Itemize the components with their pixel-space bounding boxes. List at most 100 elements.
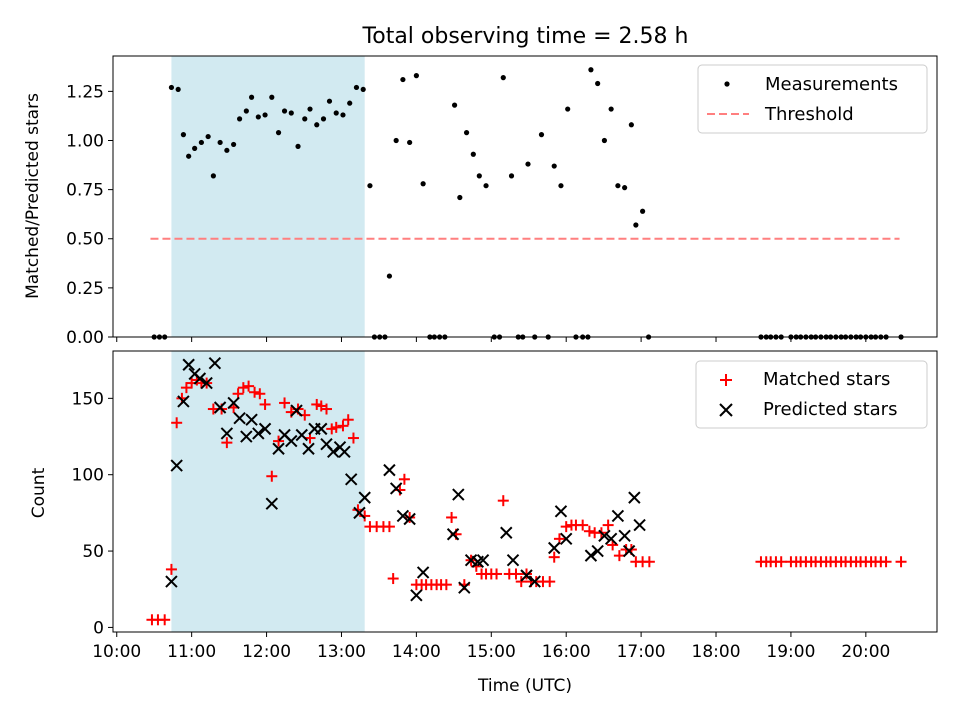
predicted-point: [338, 445, 351, 459]
chart-title: Total observing time = 2.58 h: [362, 24, 689, 49]
measurement-point: [360, 86, 366, 93]
measurement-point: [470, 151, 476, 157]
measurement-point: [231, 141, 237, 148]
matched-point: [337, 420, 349, 432]
measurement-point: [236, 116, 243, 122]
legend-predicted-marker: [719, 403, 733, 417]
y-tick-label: 50: [82, 542, 104, 562]
measurement-point: [393, 137, 399, 144]
predicted-point: [358, 491, 371, 504]
x-tick-label: 19:00: [766, 642, 815, 662]
matched-point: [895, 556, 907, 568]
legend-threshold-label: Threshold: [764, 104, 854, 125]
measurement-point: [168, 84, 175, 91]
matched-point: [165, 563, 177, 575]
measurement-point: [243, 108, 249, 114]
matched-point: [577, 519, 589, 531]
measurement-point: [281, 108, 288, 114]
predicted-point: [403, 512, 416, 526]
y-tick-label: 100: [72, 466, 104, 486]
matched-point: [159, 614, 171, 626]
predicted-point: [353, 506, 366, 520]
predicted-point: [302, 442, 315, 455]
predicted-point: [554, 505, 568, 518]
matched-point: [440, 579, 452, 591]
matched-point: [221, 437, 233, 449]
top-panel: 0.00 0.25 0.50 0.75 1.00 1.25 Matched/Predict…: [23, 55, 938, 348]
matched-point: [398, 473, 410, 485]
y-tick-label: 0.50: [66, 230, 104, 250]
measurement-point: [186, 153, 192, 159]
matched-point: [510, 568, 522, 580]
matched-point: [497, 495, 509, 507]
matched-point: [359, 510, 371, 522]
measurement-point: [314, 122, 320, 128]
measurement-point: [508, 173, 515, 179]
measurement-point: [192, 145, 198, 151]
bottom-legend-box: [695, 360, 928, 429]
predicted-point: [548, 541, 561, 555]
predicted-point: [177, 395, 190, 408]
measurement-point: [353, 84, 360, 91]
measurement-point: [255, 114, 261, 120]
measurement-point: [205, 133, 211, 140]
predicted-point: [622, 544, 636, 558]
bottom-y-ticks: 0 50 100 150: [72, 389, 113, 638]
predicted-point: [618, 529, 631, 542]
predicted-point: [628, 491, 641, 504]
measurement-point: [307, 106, 313, 112]
matched-point: [520, 568, 532, 580]
matched-point: [880, 556, 892, 568]
predicted-point: [598, 529, 611, 542]
matched-point: [613, 550, 625, 562]
matched-point: [548, 551, 560, 563]
y-tick-label: 0.75: [66, 181, 104, 201]
predicted-point: [611, 509, 625, 523]
predicted-point: [446, 528, 460, 541]
top-axes-frame: [112, 55, 938, 338]
measurement-point: [198, 139, 204, 146]
x-tick-label: 12:00: [242, 642, 291, 662]
measurement-point: [525, 161, 531, 167]
matched-point: [347, 432, 359, 444]
measurement-point: [275, 130, 282, 136]
matched-point: [515, 576, 527, 588]
predicted-point: [528, 575, 541, 588]
matched-point: [171, 417, 183, 429]
x-tick-label: 13:00: [317, 642, 366, 662]
measurement-point: [595, 80, 601, 87]
matched-point: [237, 382, 249, 394]
predicted-point: [520, 569, 533, 582]
matched-point: [387, 573, 399, 585]
measurement-point: [217, 139, 223, 146]
matched-point: [560, 521, 572, 533]
measurement-point: [333, 110, 339, 116]
measurement-point: [210, 173, 216, 179]
bottom-y-axis-label: Count: [29, 467, 49, 518]
predicted-point: [416, 566, 430, 579]
predicted-point: [233, 411, 246, 425]
top-y-ticks: 0.00 0.25 0.50 0.75 1.00 1.25: [66, 82, 113, 348]
y-tick-label: 1.00: [66, 131, 104, 151]
measurement-point: [347, 100, 353, 106]
predicted-point: [604, 532, 618, 546]
top-x-ticks: [116, 337, 867, 342]
predicted-point: [272, 442, 285, 455]
top-highlight-span: [171, 56, 365, 337]
x-tick-label: 14:00: [392, 642, 441, 662]
predicted-point: [383, 463, 396, 477]
measurement-point: [463, 130, 470, 136]
predicted-point: [258, 422, 272, 436]
y-tick-label: 1.25: [66, 82, 104, 102]
measurement-point: [451, 102, 458, 108]
measurement-point: [326, 98, 333, 104]
measurement-point: [320, 116, 327, 122]
predicted-point: [182, 358, 195, 371]
matched-point: [273, 435, 285, 447]
x-axis-label: Time (UTC): [477, 676, 572, 696]
matched-point: [394, 484, 406, 496]
bottom-predicted-series: [165, 357, 646, 602]
y-tick-label: 0.00: [66, 328, 104, 348]
y-tick-label: 0.25: [66, 279, 104, 299]
